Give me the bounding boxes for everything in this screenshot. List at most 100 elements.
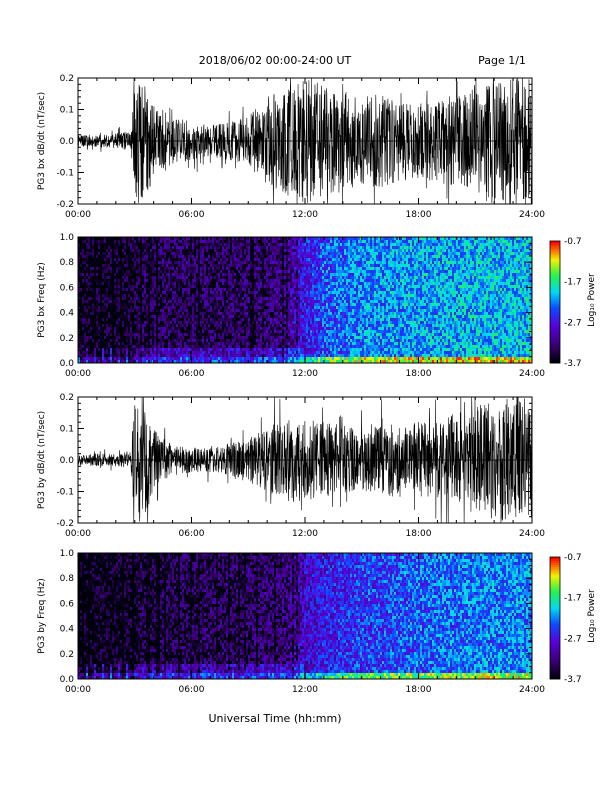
spectrogram-cell: [142, 294, 144, 297]
spectrogram-cell: [182, 258, 184, 261]
spectrogram-cell: [192, 303, 194, 306]
spectrogram-cell: [306, 276, 308, 279]
spectrogram-cell: [164, 306, 166, 309]
spectrogram-cell: [194, 300, 196, 303]
spectrogram-cell: [158, 330, 160, 333]
spectrogram-cell: [132, 315, 134, 318]
spectrogram-cell: [172, 252, 174, 255]
spectrogram-cell: [306, 318, 308, 321]
spectrogram-cell: [136, 348, 138, 351]
spectrogram-cell: [90, 327, 92, 330]
spectrogram-cell: [102, 285, 104, 288]
spectrogram-cell: [88, 330, 90, 333]
spectrogram-cell: [224, 306, 226, 309]
spectrogram-cell: [240, 285, 242, 288]
spectrogram-cell: [180, 294, 182, 297]
spectrogram-cell: [88, 321, 90, 324]
spectrogram-cell: [94, 270, 96, 273]
spectrogram-cell: [224, 303, 226, 306]
spectrogram-cell: [186, 252, 188, 255]
spectrogram-cell: [94, 321, 96, 324]
spectrogram-cell: [290, 312, 292, 315]
spectrogram-cell: [204, 261, 206, 264]
spectrogram-cell: [300, 306, 302, 309]
spectrogram-cell: [170, 333, 172, 336]
spectrogram-cell: [178, 294, 180, 297]
spectrogram-cell: [300, 282, 302, 285]
spectrogram-cell: [210, 249, 212, 252]
spectrogram-cell: [256, 279, 258, 282]
spectrogram-cell: [180, 333, 182, 336]
spectrogram-cell: [254, 291, 256, 294]
spectrogram-cell: [230, 267, 232, 270]
spectrogram-cell: [228, 327, 230, 330]
spectrogram-cell: [112, 342, 114, 345]
spectrogram-cell: [210, 327, 212, 330]
spectrogram-cell: [214, 303, 216, 306]
spectrogram-cell: [212, 306, 214, 309]
spectrogram-cell: [118, 327, 120, 330]
spectrogram-cell: [84, 333, 86, 336]
spectrogram-cell: [130, 321, 132, 324]
spectrogram-cell: [226, 267, 228, 270]
spectrogram-cell: [184, 246, 186, 249]
spectrogram-cell: [276, 315, 278, 318]
spectrogram-cell: [222, 288, 224, 291]
spectrogram-cell: [186, 330, 188, 333]
spectrogram-cell: [140, 351, 142, 354]
spectrogram-cell: [146, 324, 148, 327]
spectrogram-cell: [214, 291, 216, 294]
spectrogram-cell: [108, 267, 110, 270]
spectrogram-cell: [116, 288, 118, 291]
spectrogram-cell: [150, 240, 152, 243]
spectrogram-cell: [158, 279, 160, 282]
spectrogram-cell: [252, 327, 254, 330]
spectrogram-cell: [160, 339, 162, 342]
spectrogram-cell: [158, 240, 160, 243]
spectrogram-cell: [296, 297, 298, 300]
spectrogram-cell: [156, 321, 158, 324]
spectrogram-cell: [194, 342, 196, 345]
spectrogram-cell: [102, 309, 104, 312]
spectrogram-cell: [222, 300, 224, 303]
spectrogram-cell: [200, 291, 202, 294]
spectrogram-cell: [230, 258, 232, 261]
spectrogram-cell: [286, 345, 288, 348]
spectrogram-cell: [230, 264, 232, 267]
page-number: Page 1/1: [478, 54, 526, 67]
spectrogram-cell: [202, 282, 204, 285]
spectrogram-cell: [156, 264, 158, 267]
spectrogram-cell: [144, 342, 146, 345]
spectrogram-cell: [236, 306, 238, 309]
spectrogram-cell: [280, 345, 282, 348]
spectrogram-cell: [150, 312, 152, 315]
spectrogram-cell: [206, 264, 208, 267]
spectrogram-cell: [298, 297, 300, 300]
spectrogram-cell: [298, 354, 300, 357]
spectrogram-cell: [142, 342, 144, 345]
spectrogram-cell: [208, 336, 210, 339]
spectrogram-cell: [132, 327, 134, 330]
spectrogram-cell: [256, 318, 258, 321]
spectrogram-cell: [140, 261, 142, 264]
spectrogram-cell: [238, 240, 240, 243]
spectrogram-cell: [210, 279, 212, 282]
spectrogram-cell: [244, 264, 246, 267]
spectrogram-cell: [160, 312, 162, 315]
spectrogram-cell: [294, 264, 296, 267]
spectrogram-cell: [190, 354, 192, 357]
spectrogram-cell: [82, 276, 84, 279]
spectrogram-cell: [208, 303, 210, 306]
spectrogram-cell: [134, 318, 136, 321]
spectrogram-cell: [130, 303, 132, 306]
spectrogram-cell: [138, 315, 140, 318]
spectrogram-cell: [84, 300, 86, 303]
spectrogram-cell: [154, 243, 156, 246]
spectrogram-cell: [266, 288, 268, 291]
spectrogram-cell: [212, 315, 214, 318]
spectrogram-cell: [220, 321, 222, 324]
spectrogram-cell: [128, 312, 130, 315]
spectrogram-cell: [88, 252, 90, 255]
spectrogram-cell: [300, 333, 302, 336]
spectrogram-cell: [218, 297, 220, 300]
